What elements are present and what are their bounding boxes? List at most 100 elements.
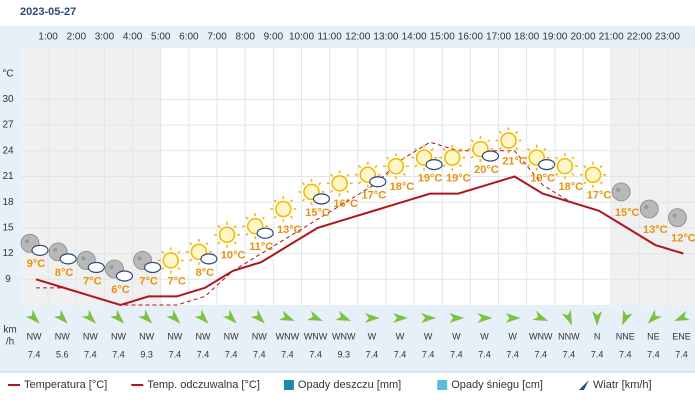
- sun-ray: [358, 165, 362, 169]
- wind-speed: 7.4: [366, 349, 379, 359]
- x-tick-label: 12:00: [345, 32, 370, 43]
- sun: [275, 200, 292, 218]
- sun-ray: [161, 250, 165, 254]
- wind-speed: 7.4: [535, 349, 548, 359]
- weather-icon: [467, 136, 499, 163]
- sun-ray: [189, 258, 193, 262]
- wind-direction: NNE: [616, 331, 635, 341]
- wind-arrow: [505, 313, 521, 323]
- sun-ray: [261, 216, 265, 220]
- wind-arrow: [166, 309, 181, 324]
- sun-ray: [526, 147, 531, 152]
- wind-speed: 7.4: [281, 349, 294, 359]
- value-label: 19°C: [446, 173, 471, 185]
- sun-ray: [217, 225, 221, 229]
- cloud: [31, 244, 49, 256]
- value-label: 18°C: [390, 181, 415, 193]
- wind-speed: 7.4: [225, 349, 238, 359]
- cloud: [312, 193, 331, 205]
- cloud: [256, 227, 274, 239]
- arrow: [532, 310, 549, 322]
- arrow: [477, 313, 493, 323]
- temperature-line: [35, 175, 684, 307]
- crater: [644, 205, 649, 210]
- wind-direction: NW: [83, 331, 98, 341]
- sun-ray: [245, 232, 249, 236]
- weather-icon: [76, 251, 105, 274]
- y-tick-label: 18: [2, 197, 14, 208]
- sun-ray: [470, 155, 474, 159]
- value-label: 21°C: [502, 155, 527, 167]
- crater: [672, 213, 677, 218]
- value-label: 12°C: [671, 233, 695, 245]
- wind-direction: NW: [195, 331, 210, 341]
- crater: [137, 256, 142, 261]
- wind-arrow: [250, 309, 265, 324]
- sun-ray: [543, 147, 547, 152]
- y-axis-band: [0, 26, 20, 372]
- sun-ray: [458, 147, 462, 152]
- x-tick-label: 11:00: [318, 32, 343, 43]
- x-tick-label: 1:00: [38, 32, 58, 43]
- sun-ray: [515, 147, 519, 151]
- sun: [500, 132, 517, 149]
- y-tick-label: 9: [5, 274, 11, 285]
- wind-direction: W: [368, 331, 377, 341]
- y-tick-label: 12: [2, 248, 14, 259]
- sun-ray: [498, 147, 503, 151]
- wind-arrow: [421, 313, 437, 323]
- arrow: [622, 309, 633, 326]
- sun-ray: [583, 165, 587, 169]
- value-label: 11°C: [249, 241, 273, 253]
- wind-speed: 7.4: [675, 349, 688, 359]
- wind-direction: NNW: [558, 331, 580, 341]
- wind-arrow: [307, 310, 323, 322]
- sun-ray: [571, 156, 575, 160]
- sun-ray: [189, 242, 193, 246]
- wind-direction: N: [594, 331, 601, 341]
- felt-temperature-line: [36, 141, 684, 306]
- wind-direction: NW: [111, 331, 126, 341]
- sun-ray: [346, 173, 350, 177]
- wind-speed: 7.4: [394, 349, 407, 359]
- sun-ray: [571, 172, 575, 176]
- value-label: 10°C: [221, 250, 246, 262]
- crater: [53, 247, 58, 252]
- arrow: [647, 309, 662, 324]
- wind-direction: W: [396, 331, 405, 341]
- wind-arrow: [622, 309, 633, 326]
- sun-ray: [526, 164, 531, 168]
- value-label: 9°C: [27, 258, 46, 270]
- moon: [611, 182, 631, 202]
- x-tick-label: 21:00: [599, 32, 624, 43]
- sun-ray: [301, 182, 305, 186]
- sun: [556, 157, 574, 175]
- sun-ray: [442, 147, 446, 152]
- hour-bar: [0, 26, 695, 48]
- weather-icon: [242, 213, 274, 240]
- value-label: 17°C: [362, 190, 387, 202]
- arrow: [393, 313, 409, 323]
- value-label: 17°C: [587, 190, 612, 202]
- value-label: 8°C: [55, 267, 74, 279]
- sun-ray: [273, 199, 277, 203]
- cloud: [369, 176, 387, 188]
- x-tick-label: 5:00: [151, 32, 171, 43]
- arrow: [449, 313, 465, 323]
- weather-icon: [48, 242, 77, 265]
- wind-arrow: [477, 313, 493, 323]
- x-tick-label: 9:00: [264, 32, 284, 43]
- sun-ray: [386, 172, 390, 176]
- wind-arrow: [335, 310, 352, 322]
- value-label: 8°C: [196, 267, 215, 279]
- wind-speed: 7.4: [478, 349, 491, 359]
- arrow: [81, 309, 97, 324]
- wind-speed: 7.4: [169, 349, 182, 359]
- sun-ray: [599, 165, 603, 169]
- cloud: [538, 159, 556, 171]
- sun-ray: [430, 147, 434, 152]
- value-label: 7°C: [83, 275, 102, 287]
- x-tick-label: 23:00: [655, 32, 680, 43]
- wind-arrow: [53, 309, 68, 324]
- sun-ray: [402, 156, 406, 160]
